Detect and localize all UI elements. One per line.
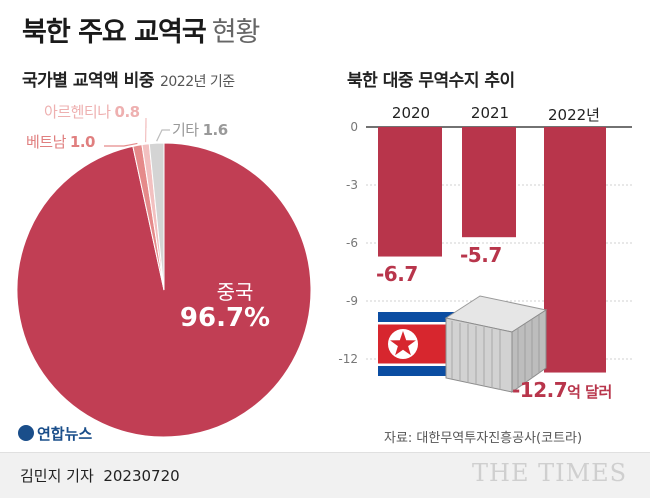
bar-2020	[378, 127, 442, 257]
bar-value-2021: -5.7	[460, 243, 502, 267]
yonhap-logo-text: 연합뉴스	[37, 425, 92, 443]
byline-date: 20230720	[103, 467, 179, 485]
bar-value-2020: -6.7	[376, 262, 418, 286]
byline: 김민지 기자 20230720	[20, 465, 180, 486]
source-note: 자료: 대한무역투자진흥공사(코트라)	[384, 427, 582, 446]
bar-value-2022: -12.7억 달러	[512, 378, 612, 402]
the-times-watermark: THE TIMES	[472, 459, 627, 487]
unit-label: 억 달러	[567, 383, 612, 401]
byline-author: 김민지 기자	[20, 467, 94, 485]
yonhap-logo-icon	[18, 425, 34, 441]
yonhap-logo: 연합뉴스	[18, 423, 92, 444]
bar-2021	[462, 127, 516, 237]
bar-value-2022-number: -12.7	[512, 378, 567, 402]
bar-2022	[544, 127, 606, 373]
